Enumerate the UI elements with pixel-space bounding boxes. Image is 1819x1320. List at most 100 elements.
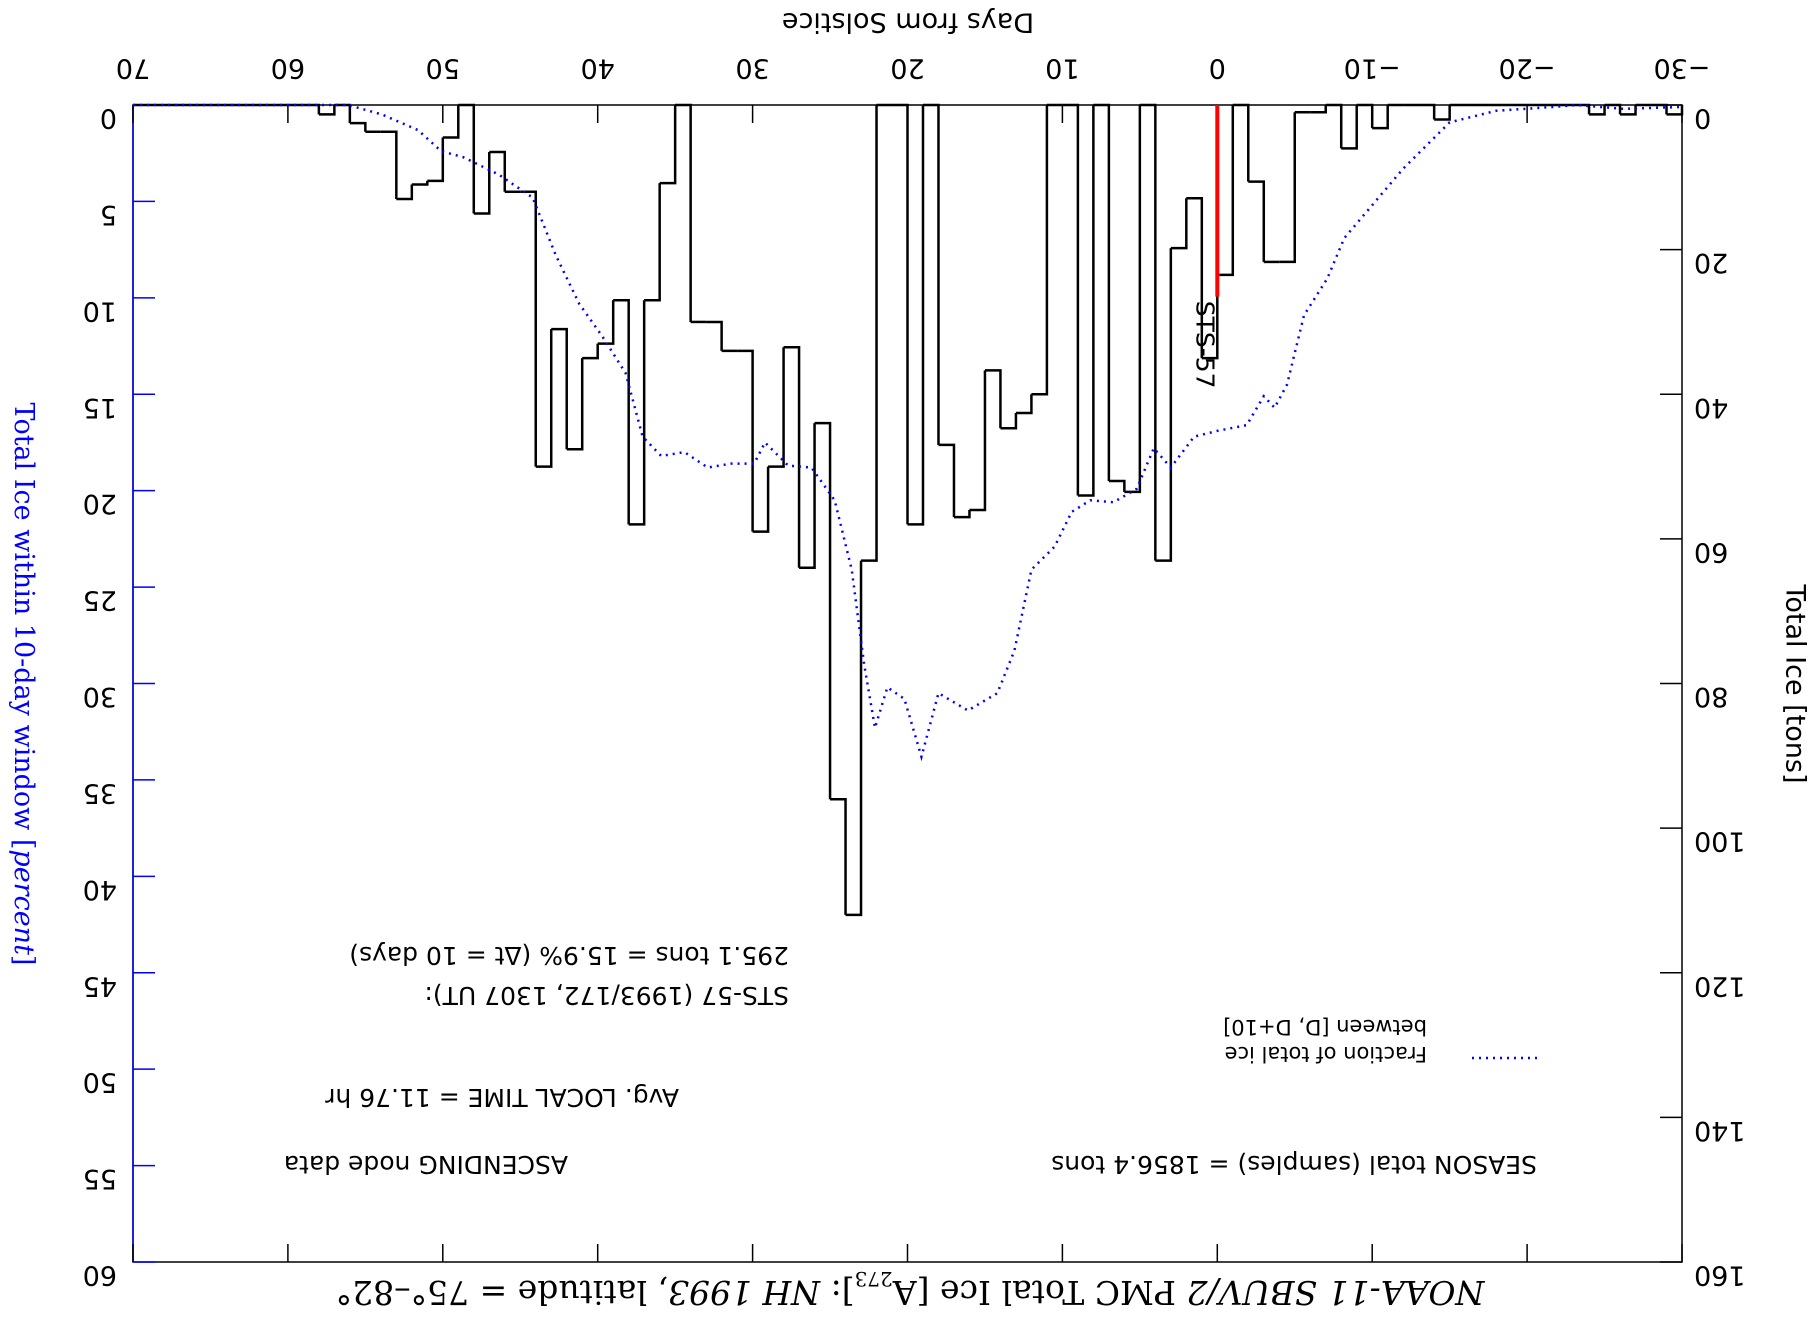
y2-tick-label: 0 — [100, 103, 117, 134]
x-tick-label: 30 — [735, 53, 769, 84]
histogram-bar — [922, 103, 940, 445]
histogram-bar — [1093, 103, 1111, 482]
y-tick-label: 100 — [1694, 826, 1746, 857]
histogram-bar — [520, 190, 537, 467]
y2-tick-label: 15 — [83, 392, 117, 423]
histogram-bar — [473, 152, 491, 215]
histogram-bar — [1015, 394, 1033, 415]
x-tick-label: 60 — [271, 53, 305, 84]
y-axis-title: Total Ice [tons] — [1780, 584, 1811, 784]
y2-tick-label: 35 — [83, 777, 117, 808]
histogram-bar — [768, 347, 785, 468]
histogram-bar — [1310, 105, 1327, 114]
x-tick-label: 70 — [116, 53, 150, 84]
y2-tick-label: 60 — [83, 1260, 117, 1291]
histogram-bar — [442, 105, 460, 139]
legend-label: Fraction of total ice — [1225, 1042, 1427, 1066]
histogram-bar — [1248, 180, 1266, 262]
chart-body: NOAA-11 SBUV/2 PMC Total Ice [A273]: NH … — [9, 7, 1811, 1313]
histogram-bar — [1666, 105, 1684, 116]
y2-tick-label: 45 — [83, 970, 117, 1001]
y2-tick-label: 10 — [83, 295, 117, 326]
histogram-bar — [1186, 197, 1204, 359]
histogram-bar — [551, 327, 568, 450]
y2-tick-label: 40 — [83, 874, 117, 905]
histogram-bar — [1217, 105, 1235, 277]
y2-tick-label: 30 — [83, 681, 117, 712]
y2-tick-label: 25 — [83, 585, 117, 616]
histogram-bar — [938, 443, 956, 518]
histogram-bar — [953, 509, 971, 519]
histogram-bar — [535, 329, 553, 468]
histogram-bar — [1031, 105, 1049, 396]
annotation: 295.1 tons = 15.9% (Δt = 10 days) — [349, 941, 789, 970]
histogram-bar — [380, 130, 398, 200]
x-axis-title: Days from Solstice — [782, 7, 1034, 38]
x-tick-label: 40 — [581, 53, 615, 84]
histogram-bar — [752, 466, 770, 533]
histogram-bar — [1062, 103, 1080, 496]
histogram-bar — [1372, 105, 1389, 130]
histogram-bar — [334, 103, 352, 124]
histogram-bar — [1341, 105, 1358, 150]
histogram-bar — [489, 150, 507, 192]
histogram-bar — [892, 103, 909, 525]
histogram-bar — [861, 105, 878, 562]
histogram-bar — [1077, 105, 1095, 497]
histogram-bar — [969, 370, 987, 512]
y-tick-label: 40 — [1694, 392, 1728, 423]
histogram-bar — [799, 423, 816, 570]
annotation: SEASON total (samples) = 1856.4 tons — [1051, 1150, 1537, 1179]
histogram-bar — [1139, 103, 1157, 561]
histogram-bar — [737, 349, 754, 532]
histogram-bar — [907, 105, 925, 526]
histogram-bar — [1201, 274, 1219, 360]
y-tick-label: 0 — [1694, 103, 1711, 134]
histogram-bar — [644, 183, 661, 302]
histogram-bar — [349, 121, 367, 132]
histogram-bar — [1434, 105, 1451, 121]
histogram-bar — [1651, 103, 1668, 115]
histogram-bar — [984, 369, 1002, 429]
y-tick-label: 120 — [1694, 970, 1746, 1001]
y-tick-label: 80 — [1694, 681, 1728, 712]
histogram-bar — [1418, 103, 1436, 120]
histogram-bar — [582, 343, 599, 360]
histogram-bar — [659, 105, 677, 185]
x-tick-label: −10 — [1344, 53, 1401, 84]
x-tick-label: −20 — [1499, 53, 1556, 84]
histogram-bar — [830, 797, 847, 915]
chart-title: NOAA-11 SBUV/2 PMC Total Ice [A273]: NH … — [336, 1268, 1486, 1313]
histogram-bar — [1108, 479, 1126, 492]
y2-tick-label: 5 — [100, 199, 117, 230]
histogram-bar — [566, 358, 584, 451]
histogram-bar — [814, 421, 832, 800]
marker-label: STS-57 — [1190, 301, 1219, 389]
histogram-bar — [458, 103, 476, 214]
histogram-bar — [427, 137, 445, 183]
histogram-bar — [675, 103, 692, 322]
histogram-bar — [1155, 248, 1173, 562]
histogram-bar — [318, 105, 336, 116]
y-tick-label: 140 — [1694, 1115, 1746, 1146]
histogram-bar — [1325, 103, 1343, 149]
histogram-bar — [706, 320, 723, 351]
histogram-bar — [613, 298, 630, 525]
x-tick-label: 0 — [1209, 53, 1226, 84]
x-tick-label: 10 — [1045, 53, 1079, 84]
histogram-bar — [1124, 105, 1142, 494]
histogram-bar — [396, 184, 414, 201]
annotation: STS-57 (1993/172, 1307 UT): — [424, 981, 789, 1010]
x-tick-label: 20 — [890, 53, 924, 84]
y-tick-label: 160 — [1694, 1260, 1746, 1291]
annotation: Avg. LOCAL TIME = 11.76 hr — [324, 1083, 679, 1112]
histogram-bar — [628, 300, 646, 526]
annotation: ASCENDING node data — [284, 1150, 568, 1179]
y-tick-label: 20 — [1694, 247, 1728, 278]
legend-label: between [D, D+10] — [1223, 1015, 1427, 1039]
histogram-bar — [1170, 198, 1188, 250]
histogram-bar — [1356, 103, 1374, 129]
x-tick-label: 50 — [426, 53, 460, 84]
histogram-bar — [1573, 103, 1591, 115]
